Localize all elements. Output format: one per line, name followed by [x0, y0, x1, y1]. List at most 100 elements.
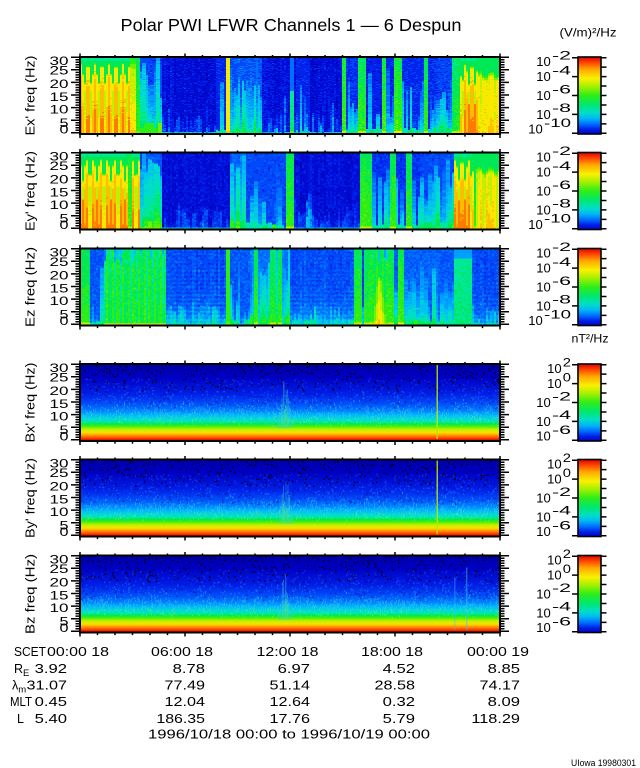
svg-text:UIowa 19980301: UIowa 19980301	[571, 758, 636, 768]
svg-text:8.78: 8.78	[173, 662, 205, 676]
svg-text:2: 2	[563, 549, 571, 561]
svg-text:-10: -10	[544, 118, 571, 130]
svg-text:74.17: 74.17	[480, 679, 521, 693]
svg-text:0: 0	[563, 468, 571, 480]
svg-text:10: 10	[536, 430, 551, 444]
svg-text:15: 15	[50, 281, 69, 295]
svg-text:-6: -6	[552, 425, 571, 437]
svg-text:25: 25	[50, 466, 69, 480]
svg-text:10: 10	[536, 415, 551, 429]
svg-text:10: 10	[536, 70, 551, 84]
svg-text:10: 10	[536, 511, 551, 525]
svg-text:-4: -4	[552, 65, 572, 77]
svg-text:00:00 19: 00:00 19	[467, 645, 529, 659]
svg-text:10: 10	[50, 410, 69, 424]
svg-text:-4: -4	[552, 410, 572, 422]
svg-text:10: 10	[547, 362, 562, 376]
svg-text:8.09: 8.09	[488, 695, 520, 709]
svg-text:3.92: 3.92	[35, 662, 67, 676]
svg-text:MLT: MLT	[10, 695, 32, 709]
svg-text:20: 20	[50, 384, 69, 398]
svg-text:Bz freq (Hz): Bz freq (Hz)	[23, 554, 38, 634]
svg-text:5: 5	[60, 423, 69, 437]
svg-text:25: 25	[50, 159, 69, 173]
svg-text:12.64: 12.64	[270, 695, 311, 709]
svg-text:0: 0	[60, 218, 69, 232]
svg-text:15: 15	[50, 588, 69, 602]
svg-text:SCET: SCET	[14, 645, 46, 659]
svg-text:30: 30	[50, 457, 69, 471]
svg-text:5.40: 5.40	[35, 712, 67, 726]
svg-text:10: 10	[547, 458, 562, 472]
svg-text:10: 10	[536, 492, 551, 506]
svg-text:10: 10	[536, 89, 551, 103]
svg-text:-2: -2	[552, 242, 571, 254]
svg-text:15: 15	[50, 90, 69, 104]
svg-text:10: 10	[536, 204, 551, 218]
svg-text:10: 10	[528, 123, 543, 137]
svg-text:10: 10	[536, 55, 551, 69]
svg-text:0: 0	[60, 525, 69, 539]
svg-text:-4: -4	[552, 161, 572, 173]
svg-text:L: L	[17, 712, 24, 726]
svg-text:-2: -2	[552, 391, 571, 403]
svg-text:-2: -2	[552, 583, 571, 595]
svg-text:186.35: 186.35	[156, 712, 205, 726]
svg-text:10: 10	[547, 377, 562, 391]
svg-text:12:00 18: 12:00 18	[257, 645, 319, 659]
svg-text:1996/10/18 00:00 to 1996/10/19: 1996/10/18 00:00 to 1996/10/19 00:00	[148, 728, 430, 742]
svg-text:51.14: 51.14	[270, 679, 311, 693]
svg-text:10: 10	[50, 505, 69, 519]
svg-text:-8: -8	[552, 103, 571, 115]
svg-text:10: 10	[547, 473, 562, 487]
svg-text:10: 10	[547, 554, 562, 568]
svg-text:00:00 18: 00:00 18	[47, 645, 109, 659]
svg-text:20: 20	[50, 77, 69, 91]
svg-text:-8: -8	[552, 199, 571, 211]
svg-text:0: 0	[60, 123, 69, 137]
svg-text:77.49: 77.49	[165, 679, 206, 693]
svg-text:10: 10	[50, 294, 69, 308]
svg-text:20: 20	[50, 172, 69, 186]
svg-text:Ey' freq (Hz): Ey' freq (Hz)	[23, 151, 38, 231]
svg-text:0.32: 0.32	[383, 695, 415, 709]
svg-text:30: 30	[50, 54, 69, 68]
svg-text:-2: -2	[552, 487, 571, 499]
svg-text:10: 10	[536, 525, 551, 539]
svg-text:0: 0	[563, 564, 571, 576]
svg-text:15: 15	[50, 185, 69, 199]
svg-text:10: 10	[536, 247, 551, 261]
svg-text:10: 10	[536, 185, 551, 199]
svg-text:5: 5	[60, 211, 69, 225]
svg-text:17.76: 17.76	[270, 712, 311, 726]
svg-text:By' freq (Hz): By' freq (Hz)	[23, 458, 38, 538]
svg-text:31.07: 31.07	[27, 679, 68, 693]
svg-text:30: 30	[50, 150, 69, 164]
svg-text:(V/m)²/Hz: (V/m)²/Hz	[560, 26, 617, 40]
svg-text:10: 10	[536, 166, 551, 180]
svg-text:10: 10	[536, 588, 551, 602]
svg-text:25: 25	[50, 371, 69, 385]
svg-text:12.04: 12.04	[165, 695, 206, 709]
svg-text:Polar PWI LFWR Channels 1 — 6: Polar PWI LFWR Channels 1 — 6 Despun	[121, 15, 462, 35]
svg-text:-2: -2	[552, 146, 571, 158]
svg-text:0.45: 0.45	[35, 695, 67, 709]
svg-text:28.58: 28.58	[375, 679, 416, 693]
svg-text:10: 10	[536, 607, 551, 621]
svg-text:5: 5	[60, 116, 69, 130]
svg-text:-4: -4	[552, 257, 572, 269]
svg-text:-6: -6	[552, 180, 571, 192]
svg-text:10: 10	[50, 198, 69, 212]
svg-text:2: 2	[563, 357, 571, 369]
svg-text:-4: -4	[552, 506, 572, 518]
svg-text:10: 10	[536, 396, 551, 410]
svg-text:30: 30	[50, 553, 69, 567]
svg-text:Ex' freq (Hz): Ex' freq (Hz)	[23, 56, 38, 136]
svg-text:15: 15	[50, 492, 69, 506]
svg-text:-6: -6	[552, 616, 571, 628]
svg-text:25: 25	[50, 562, 69, 576]
svg-text:4.52: 4.52	[383, 662, 415, 676]
svg-text:25: 25	[50, 255, 69, 269]
svg-text:-8: -8	[552, 295, 571, 307]
svg-text:-10: -10	[544, 309, 571, 321]
